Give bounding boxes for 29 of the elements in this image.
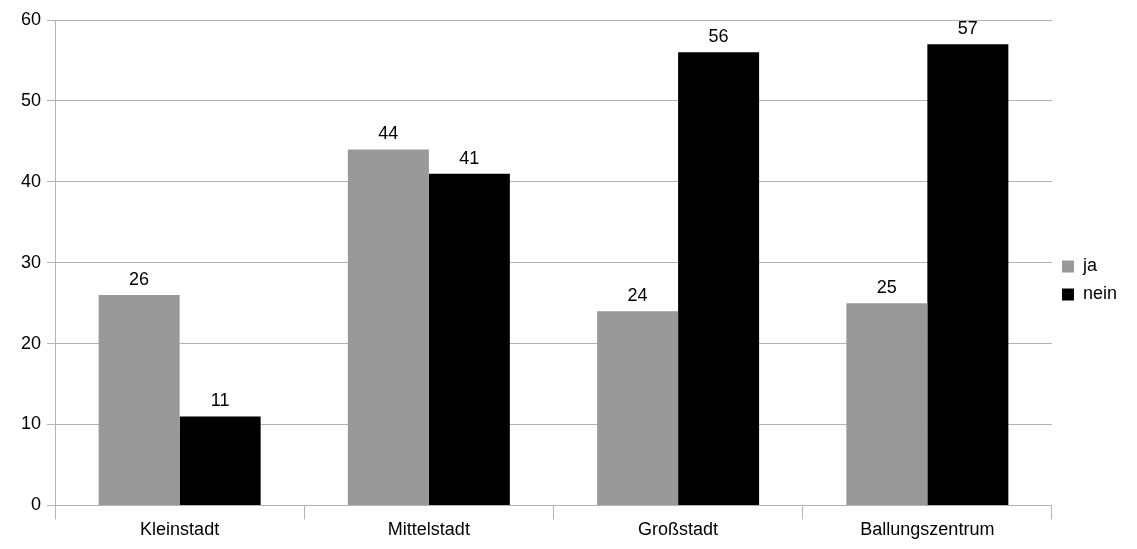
bar (927, 44, 1009, 505)
y-tick-label: 50 (20, 89, 41, 110)
x-tick-label: Ballungszentrum (860, 519, 995, 540)
data-label: 25 (876, 277, 897, 298)
data-label: 44 (378, 123, 399, 144)
bar (179, 416, 261, 505)
bar (98, 295, 180, 505)
y-tick-label: 10 (20, 413, 41, 434)
x-tick-label: Kleinstadt (140, 519, 220, 540)
legend-label: ja (1081, 255, 1098, 276)
data-label: 26 (129, 269, 150, 290)
bar (678, 52, 760, 505)
y-tick-label: 30 (20, 251, 41, 272)
bar (846, 303, 928, 505)
bar (597, 311, 679, 505)
x-tick-label: Großstadt (638, 519, 719, 540)
bar (428, 173, 510, 505)
legend-label: nein (1082, 283, 1117, 304)
x-tick-label: Mittelstadt (387, 519, 470, 540)
y-tick-label: 20 (20, 332, 41, 353)
data-label: 41 (459, 147, 480, 168)
y-tick-label: 40 (20, 170, 41, 191)
data-label: 24 (627, 285, 648, 306)
data-label: 56 (708, 26, 729, 47)
data-label: 57 (957, 18, 978, 39)
data-label: 11 (210, 390, 230, 411)
bar (347, 149, 429, 505)
y-tick-label: 60 (20, 8, 41, 29)
y-tick-label: 0 (30, 494, 41, 515)
